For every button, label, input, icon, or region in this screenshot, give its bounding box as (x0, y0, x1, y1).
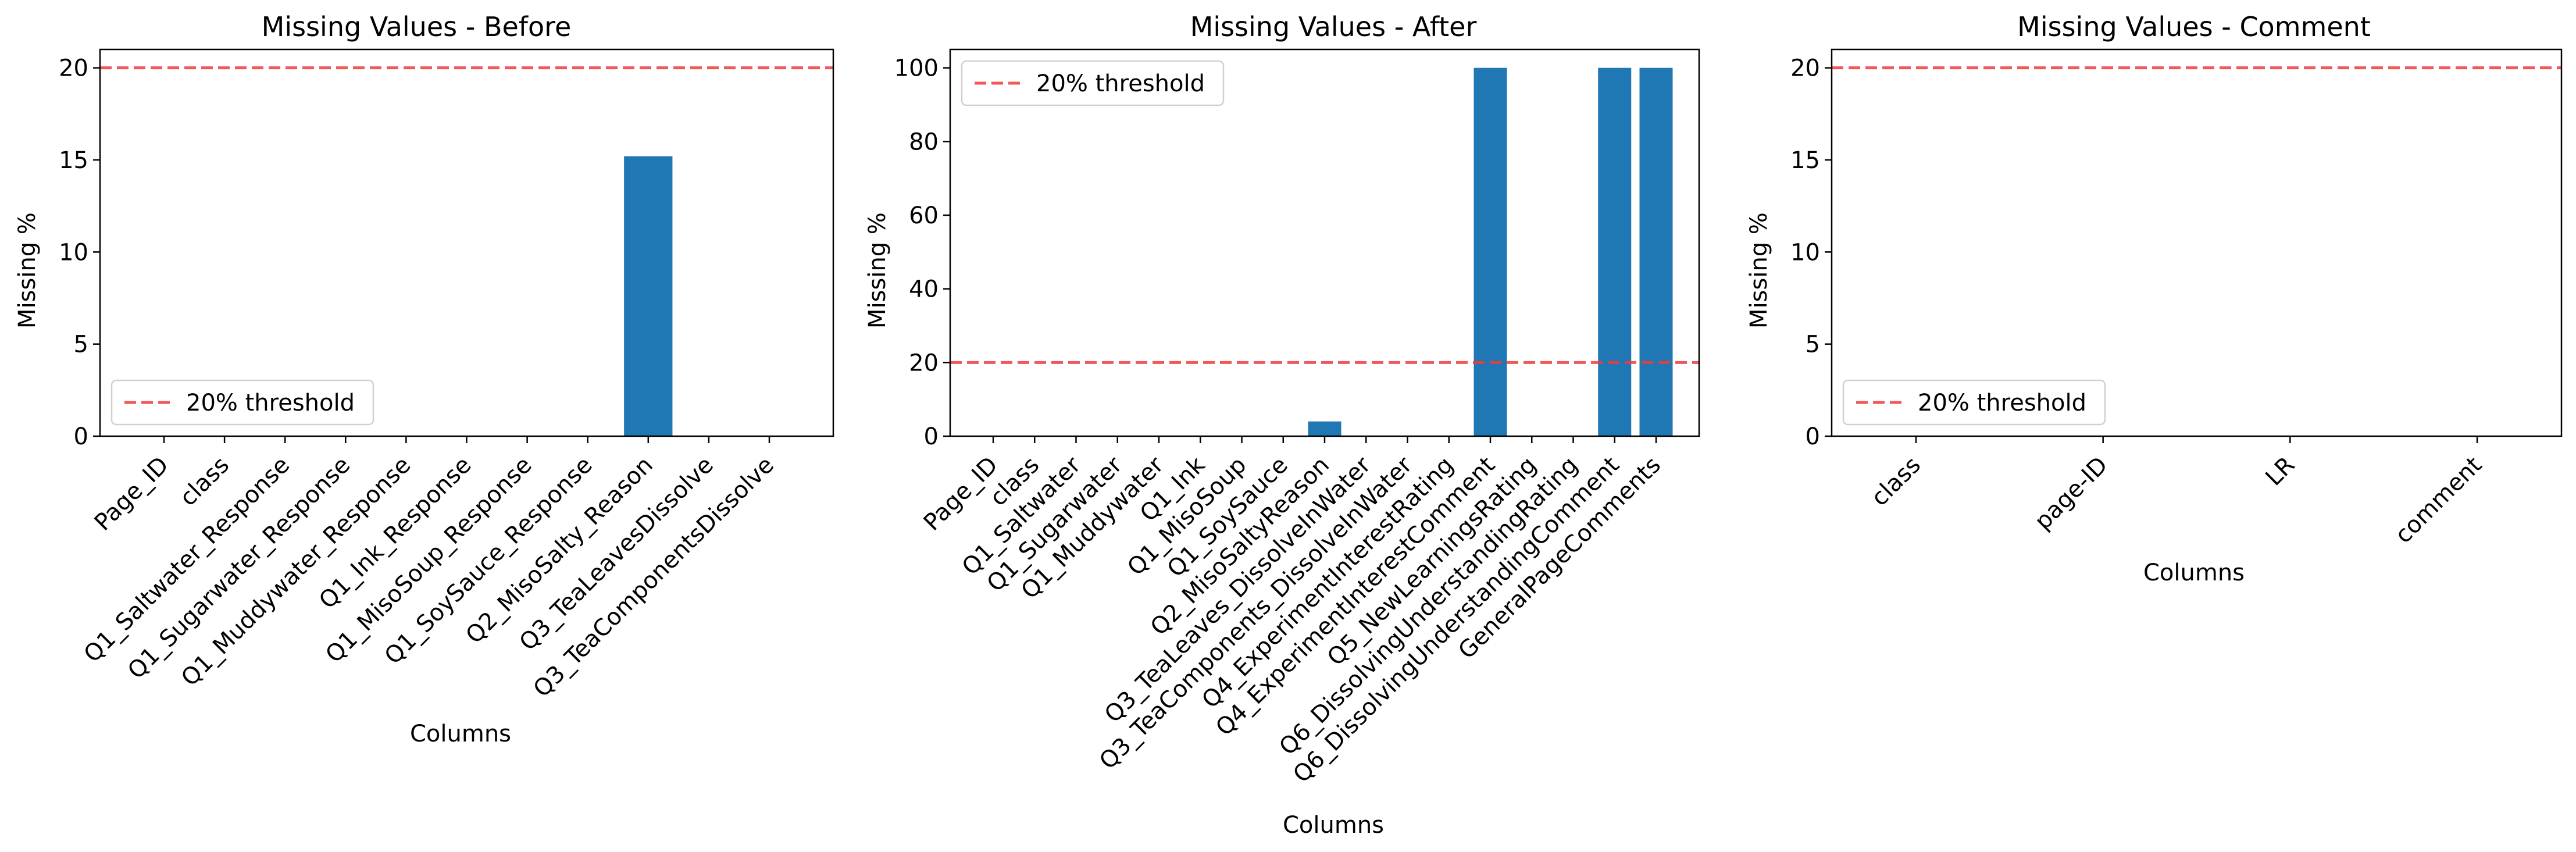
y-axis-label: Missing % (1746, 212, 1772, 329)
bar (1473, 67, 1507, 436)
legend: 20% threshold (961, 60, 1225, 106)
bar (624, 156, 673, 436)
bar (1308, 421, 1341, 436)
x-axis-label: Columns (2143, 559, 2245, 586)
plot-frame (99, 48, 834, 437)
x-tick-label: LR (2260, 452, 2300, 491)
x-axis-label: Columns (1283, 812, 1384, 839)
x-tick-label: class (1866, 452, 1926, 512)
y-tick-label: 15 (1790, 147, 1820, 174)
legend: 20% threshold (1842, 379, 2106, 426)
plot-frame (949, 48, 1700, 437)
bar (1639, 67, 1673, 436)
y-tick-label: 40 (909, 276, 939, 303)
y-tick-label: 10 (1790, 239, 1820, 266)
y-tick-label: 20 (909, 350, 939, 376)
x-tick-label: page-ID (2029, 452, 2113, 535)
legend-box (1842, 379, 2106, 426)
x-axis-label: Columns (410, 721, 511, 747)
y-axis-label: Missing % (14, 212, 41, 329)
x-tick-label: Page_ID (90, 452, 174, 536)
chart-before: Missing Values - Before Missing % Column… (14, 11, 834, 747)
y-tick-label: 60 (909, 202, 939, 229)
bar (1598, 67, 1632, 436)
y-tick-label: 0 (1806, 423, 1820, 450)
chart-title: Missing Values - Comment (2017, 11, 2371, 42)
legend-label: 20% threshold (186, 390, 355, 416)
y-tick-label: 0 (74, 423, 88, 450)
y-tick-label: 5 (1806, 331, 1820, 358)
plot-frame (1831, 48, 2563, 437)
y-tick-label: 20 (59, 55, 88, 82)
chart-title: Missing Values - Before (262, 11, 572, 42)
x-tick-label: comment (2390, 452, 2487, 549)
y-tick-label: 5 (74, 331, 88, 358)
y-tick-label: 10 (59, 239, 88, 266)
legend-label: 20% threshold (1036, 70, 1205, 97)
y-tick-label: 15 (59, 147, 88, 174)
legend-box (961, 60, 1225, 106)
plot-area: 0 5 10 15 20 class page-ID LR comment 20% thresho… (1790, 48, 2563, 549)
chart-title: Missing Values - After (1190, 11, 1477, 42)
plot-area: 020406080100Page_IDclassQ1_SaltwaterQ1_S… (894, 48, 1700, 788)
chart-comment: Missing Values - Comment Missing % Colum… (1746, 11, 2563, 586)
y-tick-label: 100 (894, 55, 939, 82)
chart-after: Missing Values - After Missing % Columns… (864, 11, 1700, 839)
legend-box (110, 379, 374, 426)
legend-label: 20% threshold (1918, 390, 2086, 416)
y-axis-label: Missing % (864, 212, 891, 329)
y-tick-label: 80 (909, 129, 939, 155)
y-tick-label: 0 (924, 423, 939, 450)
legend: 20% threshold (110, 379, 374, 426)
y-tick-label: 20 (1790, 55, 1820, 82)
